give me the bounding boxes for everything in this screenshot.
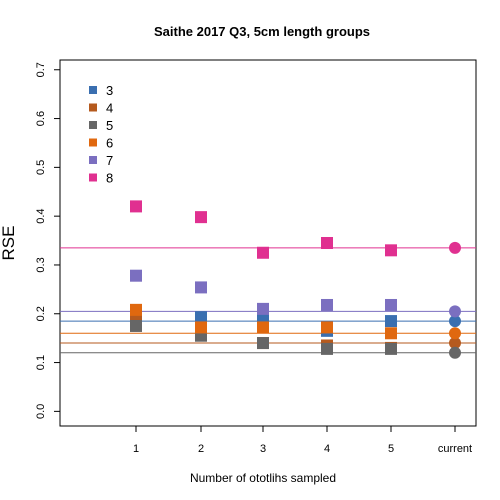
point-series-8 <box>195 211 207 224</box>
chart-title: Saithe 2017 Q3, 5cm length groups <box>154 24 370 39</box>
point-series-5 <box>257 337 269 350</box>
point-series-7 <box>321 298 333 311</box>
point-series-5 <box>385 342 397 355</box>
point-series-3 <box>385 315 397 328</box>
x-tick-label: 5 <box>388 443 394 455</box>
legend-label-6: 6 <box>106 136 113 151</box>
legend-swatch-6 <box>89 138 97 147</box>
point-series-8 <box>130 200 142 213</box>
point-series-3 <box>195 311 207 324</box>
point-series-7 <box>385 298 397 311</box>
legend: 3 4 5 6 7 8 <box>89 83 113 186</box>
y-tick-label: 0.3 <box>35 257 47 272</box>
x-tick-label: 4 <box>324 443 330 455</box>
current-point-series-5 <box>449 346 461 359</box>
legend-swatch-4 <box>89 103 97 112</box>
point-series-6 <box>257 321 269 334</box>
x-tick-label: 2 <box>198 443 204 455</box>
point-series-6 <box>130 303 142 316</box>
x-axis-title: Number of ototlihs sampled <box>190 471 336 485</box>
y-tick-label: 0.5 <box>35 160 47 175</box>
point-series-8 <box>385 244 397 257</box>
current-point-series-6 <box>449 327 461 340</box>
point-series-8 <box>257 246 269 259</box>
legend-label-4: 4 <box>106 101 113 116</box>
y-tick-label: 0.7 <box>35 62 47 77</box>
legend-label-5: 5 <box>106 118 113 133</box>
legend-label-3: 3 <box>106 83 113 98</box>
x-axis: 1 2 3 4 5 current <box>133 426 472 455</box>
point-series-5 <box>130 319 142 332</box>
point-series-8 <box>321 237 333 249</box>
legend-swatch-7 <box>89 156 97 164</box>
y-tick-label: 0.6 <box>35 111 47 126</box>
plot-area-border <box>59 59 477 427</box>
legend-label-8: 8 <box>106 171 113 186</box>
x-tick-label: 1 <box>133 443 139 455</box>
point-series-6 <box>385 327 397 340</box>
x-tick-label: 3 <box>260 443 266 455</box>
current-point-series-8 <box>449 241 461 254</box>
current-point-series-4 <box>449 337 461 350</box>
current-point-series-7 <box>449 305 461 318</box>
y-tick-label: 0.0 <box>35 404 47 419</box>
point-series-7 <box>257 302 269 315</box>
data-points <box>130 200 461 359</box>
point-series-7 <box>130 269 142 282</box>
point-series-6 <box>195 321 207 334</box>
point-series-7 <box>195 281 207 294</box>
point-series-6 <box>321 321 333 334</box>
current-point-series-3 <box>449 315 461 328</box>
legend-swatch-5 <box>89 121 97 129</box>
y-tick-label: 0.1 <box>35 355 47 370</box>
y-axis-title: RSE <box>0 226 18 261</box>
point-series-5 <box>321 342 333 355</box>
x-tick-label: current <box>438 443 472 455</box>
y-tick-label: 0.4 <box>35 209 47 224</box>
legend-swatch-3 <box>89 86 97 94</box>
legend-swatch-8 <box>89 173 97 182</box>
y-axis: 0.0 0.1 0.2 0.3 0.4 0.5 0.6 0.7 <box>35 62 60 419</box>
legend-label-7: 7 <box>106 153 113 168</box>
y-tick-label: 0.2 <box>35 306 47 321</box>
